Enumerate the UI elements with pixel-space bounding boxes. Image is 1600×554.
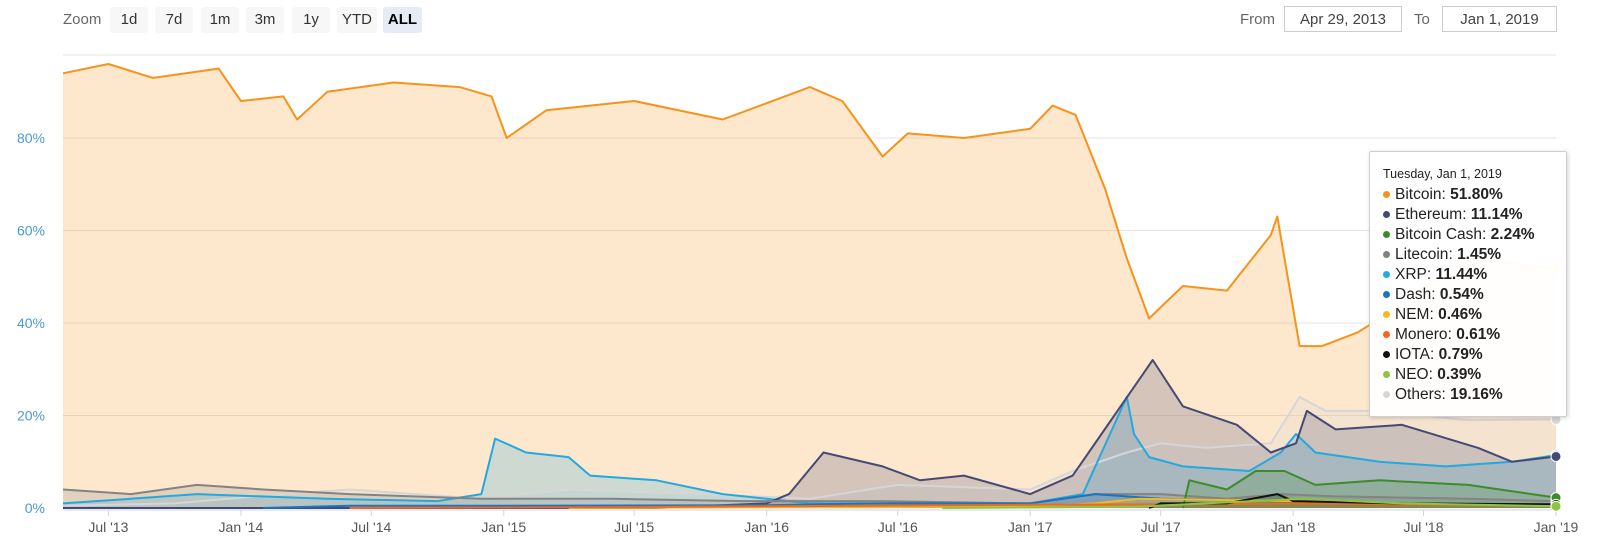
area-litecoin: [63, 484, 1556, 508]
tooltip-row-neo: NEO: 0.39%: [1383, 365, 1566, 385]
zoom-1y-button[interactable]: 1y: [292, 7, 330, 33]
tooltip-series-name: IOTA: [1395, 346, 1431, 363]
series-dot-icon: [1383, 391, 1390, 398]
area-ethereum: [63, 360, 1556, 508]
tooltip-row-ethereum: Ethereum: 11.14%: [1383, 205, 1566, 225]
series-dot-icon: [1383, 351, 1390, 358]
x-tick-label: Jan '15: [481, 519, 526, 535]
tooltip-series-name: Ethereum: [1395, 206, 1463, 223]
x-tick-label: Jul '15: [614, 519, 654, 535]
tooltip-series-value: 0.61%: [1456, 326, 1501, 343]
axes: 0% 20% 40% 60% 80% Jul '13 Jan '14 Jul '14 Jan '…: [17, 130, 1579, 535]
series-lines: [62, 63, 1557, 509]
zoom-label: Zoom: [63, 11, 102, 28]
tooltip-series-name: Bitcoin: [1395, 186, 1442, 203]
line-bitcoin: [62, 63, 1557, 348]
end-markers: [1550, 262, 1562, 512]
x-tick-label: Jul '16: [878, 519, 918, 535]
series-dot-icon: [1383, 311, 1390, 318]
tooltip-series-value: 0.46%: [1438, 306, 1483, 323]
tooltip-series-name: Dash: [1395, 286, 1432, 303]
tooltip-series-name: Others: [1395, 386, 1442, 403]
line-litecoin: [62, 483, 1557, 505]
x-tick-label: Jul '14: [351, 519, 391, 535]
x-tick-label: Jan '19: [1534, 519, 1579, 535]
area-nem: [568, 498, 1556, 508]
x-tick-label: Jan '17: [1008, 519, 1053, 535]
tooltip-row-dash: Dash: 0.54%: [1383, 285, 1566, 305]
x-tick-label: Jan '14: [219, 519, 264, 535]
series-dot-icon: [1383, 271, 1390, 278]
x-tick-label: Jan '16: [744, 519, 789, 535]
x-tick-label: Jul '18: [1403, 519, 1443, 535]
tooltip-row-bitcoin: Bitcoin: 51.80%: [1383, 185, 1566, 205]
tooltip: Tuesday, Jan 1, 2019 Bitcoin: 51.80% Ethe…: [1369, 151, 1567, 417]
zoom-3m-button[interactable]: 3m: [246, 7, 284, 33]
area-others: [63, 397, 1556, 508]
tooltip-row-monero: Monero: 0.61%: [1383, 325, 1566, 345]
tooltip-row-bitcoin-cash: Bitcoin Cash: 2.24%: [1383, 225, 1566, 245]
tooltip-series-name: Bitcoin Cash: [1395, 226, 1483, 243]
tooltip-row-xrp: XRP: 11.44%: [1383, 265, 1566, 285]
x-tick-label: Jul '13: [88, 519, 128, 535]
tooltip-series-value: 2.24%: [1490, 226, 1535, 243]
line-monero: [349, 502, 1557, 509]
series-dot-icon: [1383, 211, 1390, 218]
x-tick-label: Jan '18: [1271, 519, 1316, 535]
tooltip-series-value: 1.45%: [1457, 246, 1502, 263]
series-dot-icon: [1383, 371, 1390, 378]
y-tick-label: 40%: [17, 315, 45, 331]
tooltip-series-name: Litecoin: [1395, 246, 1449, 263]
x-tick-label: Jul '17: [1141, 519, 1181, 535]
tooltip-series-name: Monero: [1395, 326, 1448, 343]
series-dot-icon: [1383, 251, 1390, 258]
from-label: From: [1240, 11, 1275, 28]
zoom-ytd-button[interactable]: YTD: [337, 7, 377, 33]
tooltip-series-value: 0.39%: [1437, 366, 1482, 383]
y-tick-label: 0%: [25, 500, 45, 516]
tooltip-series-name: NEM: [1395, 306, 1430, 323]
tooltip-row-litecoin: Litecoin: 1.45%: [1383, 245, 1566, 265]
tooltip-row-nem: NEM: 0.46%: [1383, 305, 1566, 325]
area-bitcoin: [63, 64, 1556, 508]
y-tick-label: 80%: [17, 130, 45, 146]
line-neo: [942, 497, 1557, 509]
zoom-all-button[interactable]: ALL: [383, 7, 422, 33]
zoom-7d-button[interactable]: 7d: [155, 7, 193, 33]
series-dot-icon: [1383, 291, 1390, 298]
tooltip-series-value: 0.79%: [1438, 346, 1483, 363]
y-tick-label: 60%: [17, 223, 45, 239]
tooltip-series-value: 51.80%: [1450, 186, 1503, 203]
tooltip-row-others: Others: 19.16%: [1383, 385, 1566, 405]
area-xrp: [63, 397, 1556, 508]
series-dot-icon: [1383, 331, 1390, 338]
line-bitcoin-cash: [1181, 470, 1557, 509]
tooltip-series-value: 0.54%: [1439, 286, 1484, 303]
tooltip-series-value: 11.44%: [1435, 266, 1488, 283]
line-others: [62, 396, 1557, 507]
tooltip-series-name: XRP: [1395, 266, 1427, 283]
marker-neo: [1550, 500, 1562, 512]
series-areas: [63, 64, 1557, 508]
series-dot-icon: [1383, 191, 1390, 198]
to-date-input[interactable]: Jan 1, 2019: [1442, 6, 1557, 32]
zoom-1m-button[interactable]: 1m: [201, 7, 239, 33]
line-ethereum: [63, 359, 1557, 509]
y-tick-label: 20%: [17, 408, 45, 424]
series-dot-icon: [1383, 231, 1390, 238]
tooltip-series-value: 11.14%: [1470, 206, 1523, 223]
zoom-1d-button[interactable]: 1d: [110, 7, 148, 33]
grid-lines: [63, 54, 1556, 509]
tooltip-date: Tuesday, Jan 1, 2019: [1383, 167, 1502, 181]
to-label: To: [1414, 11, 1430, 28]
from-date-input[interactable]: Apr 29, 2013: [1284, 6, 1402, 32]
tooltip-series-value: 19.16%: [1450, 386, 1503, 403]
marker-ethereum: [1550, 450, 1562, 462]
tooltip-rows: Bitcoin: 51.80% Ethereum: 11.14% Bitcoin C…: [1383, 185, 1566, 405]
tooltip-series-name: NEO: [1395, 366, 1429, 383]
tooltip-row-iota: IOTA: 0.79%: [1383, 345, 1566, 365]
